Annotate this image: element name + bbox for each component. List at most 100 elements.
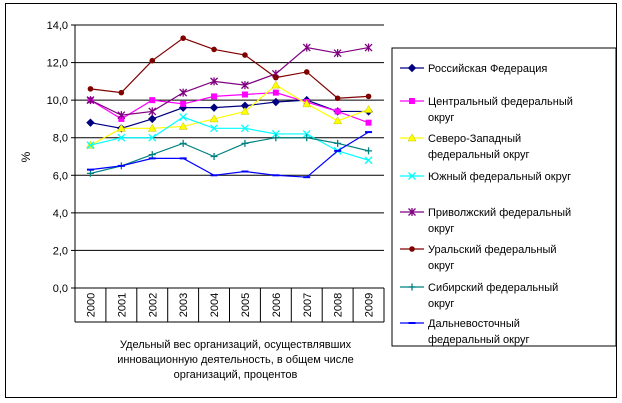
series-line [90, 37, 369, 99]
data-point [303, 134, 311, 142]
x-category-label: 2007 [302, 293, 314, 317]
legend-entry: Южный федеральный округ [400, 171, 571, 183]
data-point [210, 124, 219, 133]
y-tick-label: 2,0 [53, 245, 68, 257]
data-point [365, 147, 373, 155]
legend-label: федеральный округ [428, 334, 529, 346]
data-point [408, 283, 416, 291]
data-point [240, 106, 250, 115]
data-point [209, 103, 219, 112]
data-point [148, 151, 156, 159]
data-point [210, 153, 218, 160]
legend-label: округ [428, 223, 454, 235]
data-point [147, 123, 157, 132]
data-point [209, 114, 219, 123]
legend-label: Российская Федерация [428, 63, 547, 75]
legend-label: Сибирский федеральный [428, 282, 558, 294]
data-point [179, 139, 187, 147]
x-axis-caption: Удельный вес организаций, осуществлявших [120, 339, 352, 351]
x-category-label: 2006 [271, 293, 283, 317]
legend-label: Дальневосточный [428, 318, 520, 330]
x-category-label: 2003 [178, 293, 190, 317]
legend-label: округ [428, 260, 454, 272]
x-category-label: 2009 [364, 293, 376, 317]
series-6 [87, 35, 372, 102]
y-tick-label: 10,0 [47, 95, 68, 107]
data-point [334, 108, 341, 115]
legend-label: Уральский федеральный [428, 244, 557, 256]
x-category-label: 2000 [85, 293, 97, 317]
data-point [272, 134, 280, 142]
series-line [90, 137, 369, 174]
data-point [271, 80, 281, 89]
series-4 [86, 113, 373, 165]
legend-label: округ [428, 112, 454, 124]
data-point [271, 97, 281, 107]
series-8 [86, 131, 373, 179]
x-category-label: 2002 [147, 293, 159, 317]
data-point [365, 93, 372, 100]
data-point [116, 123, 126, 132]
data-point [273, 74, 279, 81]
legend-entry: Приволжский федеральный округ [400, 207, 571, 235]
data-point [210, 77, 219, 86]
data-point [149, 57, 156, 64]
data-point [334, 139, 342, 147]
x-axis-caption: организаций, процентов [174, 369, 298, 381]
legend-label: округ [428, 298, 454, 310]
legend-box [391, 47, 617, 347]
data-point [148, 114, 157, 124]
legend-label: федеральный округ [428, 149, 529, 161]
data-point [87, 86, 94, 92]
data-point [148, 133, 157, 142]
data-point [365, 119, 372, 126]
data-point [364, 43, 373, 52]
x-category-label: 2008 [333, 293, 345, 317]
data-point [179, 88, 188, 97]
data-point [86, 141, 95, 150]
data-point [333, 49, 342, 58]
data-point [117, 133, 126, 142]
series-line [90, 116, 369, 161]
x-axis-caption: инновационную деятельность, в общем числ… [117, 354, 354, 366]
data-point [211, 93, 218, 100]
data-point [408, 172, 416, 180]
series-line [90, 131, 369, 178]
legend-entry: Сибирский федеральный округ [400, 282, 558, 310]
y-tick-label: 0,0 [53, 283, 68, 295]
legend-label: Южный федеральный округ [428, 171, 571, 183]
legend-entry: Центральный федеральный округ [400, 96, 573, 124]
data-point [409, 98, 415, 104]
x-category-label: 2005 [240, 293, 252, 317]
data-point [117, 111, 126, 120]
data-point [148, 107, 157, 116]
series-line [90, 46, 369, 116]
y-tick-label: 14,0 [47, 20, 68, 32]
data-point [333, 116, 343, 125]
y-tick-label: 6,0 [53, 170, 68, 182]
data-point [149, 97, 156, 104]
data-point [180, 35, 186, 41]
data-point [240, 124, 249, 133]
data-point [180, 100, 187, 107]
data-point [364, 156, 373, 165]
data-point [407, 133, 417, 142]
legend-entry: Российская Федерация [400, 63, 547, 75]
series-line [90, 99, 369, 129]
data-point [178, 121, 188, 130]
data-point [407, 63, 417, 73]
series-line [90, 84, 369, 146]
legend-entry: Уральский федеральный округ [400, 244, 557, 272]
data-point [240, 81, 249, 90]
data-point [302, 43, 311, 52]
y-axis-label: % [19, 151, 33, 162]
legend-entry: Дальневосточный федеральный округ [400, 318, 529, 346]
data-point [241, 139, 249, 147]
data-point [408, 208, 416, 216]
data-point [364, 105, 373, 113]
series-line [90, 92, 369, 124]
series-7 [86, 134, 373, 177]
data-point [302, 129, 311, 138]
data-point [86, 96, 95, 105]
